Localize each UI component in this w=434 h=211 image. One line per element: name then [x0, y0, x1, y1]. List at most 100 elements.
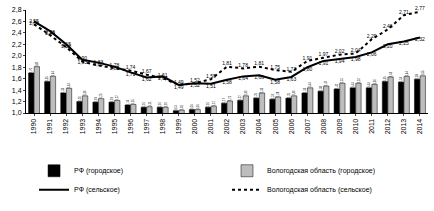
svg-text:1,35: 1,35 [61, 87, 65, 93]
svg-text:2,29: 2,29 [367, 33, 377, 39]
svg-text:1,4: 1,4 [12, 87, 22, 94]
svg-text:2,20: 2,20 [383, 43, 393, 49]
svg-text:1,59: 1,59 [415, 74, 419, 80]
svg-text:2000: 2000 [191, 119, 198, 135]
svg-text:1990: 1990 [30, 119, 37, 135]
svg-text:1,24: 1,24 [271, 94, 275, 100]
svg-text:2007: 2007 [304, 119, 311, 135]
svg-text:1,15: 1,15 [131, 99, 135, 105]
svg-text:2,71: 2,71 [399, 9, 409, 15]
svg-text:1,44: 1,44 [351, 82, 355, 88]
svg-text:2,04: 2,04 [351, 47, 361, 53]
svg-text:1,06: 1,06 [190, 104, 194, 110]
svg-text:1996: 1996 [127, 119, 134, 135]
svg-text:1,28: 1,28 [276, 91, 280, 97]
svg-text:2011: 2011 [368, 119, 375, 134]
svg-text:2014: 2014 [416, 119, 423, 135]
svg-text:1,97: 1,97 [319, 51, 329, 57]
svg-text:1,62: 1,62 [142, 76, 152, 82]
svg-text:1,91: 1,91 [319, 60, 329, 66]
svg-text:2,36: 2,36 [45, 29, 55, 35]
svg-text:1,22: 1,22 [238, 95, 242, 101]
svg-text:РФ (сельское): РФ (сельское) [74, 186, 120, 194]
svg-text:2010: 2010 [352, 119, 359, 135]
svg-text:1,64: 1,64 [238, 75, 248, 81]
svg-text:1,98: 1,98 [351, 56, 361, 62]
svg-text:2004: 2004 [255, 119, 262, 135]
svg-text:1,06: 1,06 [196, 104, 200, 110]
svg-text:1,10: 1,10 [142, 102, 146, 108]
svg-text:1,19: 1,19 [110, 96, 114, 102]
svg-text:1991: 1991 [46, 119, 53, 135]
svg-text:1,80: 1,80 [303, 66, 313, 72]
svg-text:1,71: 1,71 [126, 71, 136, 77]
svg-text:Вологодская область (сельское): Вологодская область (сельское) [267, 186, 372, 194]
svg-text:1,58: 1,58 [222, 79, 232, 85]
svg-text:2009: 2009 [336, 119, 343, 135]
svg-text:1,0: 1,0 [12, 109, 22, 116]
svg-text:1999: 1999 [175, 119, 182, 135]
svg-text:1,61: 1,61 [158, 72, 168, 78]
svg-text:2005: 2005 [272, 119, 279, 135]
svg-text:1,30: 1,30 [244, 90, 248, 96]
svg-text:2,43: 2,43 [45, 30, 55, 36]
svg-text:1,52: 1,52 [340, 78, 344, 84]
svg-text:1,12: 1,12 [212, 100, 216, 106]
svg-text:1,81: 1,81 [254, 60, 264, 66]
svg-text:2003: 2003 [239, 119, 246, 135]
svg-text:1,10: 1,10 [164, 102, 168, 108]
svg-text:1,65: 1,65 [421, 70, 425, 76]
svg-text:2,6: 2,6 [12, 18, 22, 25]
svg-text:1,91: 1,91 [303, 55, 313, 61]
svg-text:1994: 1994 [95, 119, 102, 135]
svg-text:1,93: 1,93 [77, 59, 87, 65]
svg-text:1,52: 1,52 [190, 77, 200, 83]
svg-text:1,81: 1,81 [35, 61, 39, 67]
svg-text:1,81: 1,81 [222, 60, 232, 66]
svg-text:2013: 2013 [400, 119, 407, 135]
svg-text:2,4: 2,4 [12, 29, 22, 36]
svg-text:1,74: 1,74 [126, 64, 136, 70]
svg-text:1,30: 1,30 [292, 90, 296, 96]
svg-text:2,20: 2,20 [61, 43, 71, 49]
svg-text:1,54: 1,54 [399, 76, 403, 82]
svg-text:1993: 1993 [79, 119, 86, 135]
svg-text:1,25: 1,25 [99, 93, 103, 99]
svg-text:2,60: 2,60 [29, 20, 39, 26]
svg-text:1,63: 1,63 [286, 76, 296, 82]
svg-text:1,51: 1,51 [206, 83, 216, 89]
svg-text:1,2: 1,2 [12, 98, 22, 105]
svg-text:1,05: 1,05 [180, 104, 184, 110]
svg-text:2008: 2008 [320, 119, 327, 135]
svg-text:1,64: 1,64 [405, 71, 409, 77]
svg-text:2006: 2006 [288, 119, 295, 135]
svg-text:1,35: 1,35 [260, 87, 264, 93]
svg-text:2,25: 2,25 [399, 40, 409, 46]
svg-text:1,21: 1,21 [228, 95, 232, 101]
svg-text:1,26: 1,26 [287, 92, 291, 98]
svg-text:1,35: 1,35 [303, 87, 307, 93]
svg-text:1,70: 1,70 [29, 67, 33, 73]
svg-text:2,32: 2,32 [415, 36, 425, 42]
svg-text:1,8: 1,8 [12, 64, 22, 71]
svg-text:1,17: 1,17 [222, 98, 226, 104]
svg-text:1,38: 1,38 [319, 86, 323, 92]
svg-text:1,64: 1,64 [51, 71, 55, 77]
svg-text:1,44: 1,44 [367, 82, 371, 88]
svg-text:2012: 2012 [384, 119, 391, 135]
svg-text:1,30: 1,30 [83, 90, 87, 96]
svg-text:1,43: 1,43 [67, 83, 71, 89]
svg-text:1,04: 1,04 [174, 105, 178, 111]
svg-text:2,46: 2,46 [383, 23, 393, 29]
svg-text:1,83: 1,83 [93, 59, 103, 65]
svg-text:1,14: 1,14 [126, 99, 130, 105]
svg-text:1,52: 1,52 [190, 82, 200, 88]
svg-text:1,22: 1,22 [115, 95, 119, 101]
svg-text:1,90: 1,90 [77, 55, 87, 61]
svg-text:1,88: 1,88 [93, 61, 103, 67]
svg-text:1,20: 1,20 [78, 96, 82, 102]
svg-text:1,50: 1,50 [373, 79, 377, 85]
svg-text:1,52: 1,52 [357, 78, 361, 84]
svg-text:1,81: 1,81 [110, 65, 120, 71]
svg-text:1,66: 1,66 [254, 74, 264, 80]
